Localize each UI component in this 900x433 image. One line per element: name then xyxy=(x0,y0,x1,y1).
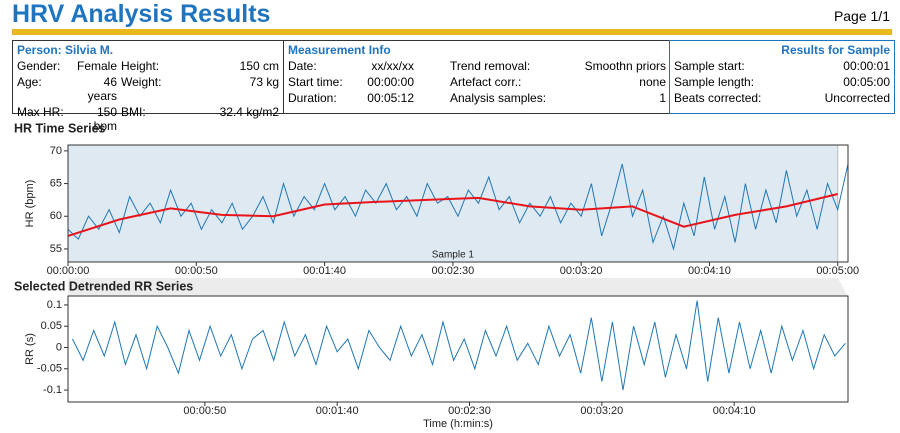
y-tick-label: 0.05 xyxy=(41,320,62,332)
y-tick-label: 70 xyxy=(50,145,62,157)
info-label: Beats corrected: xyxy=(674,91,762,105)
y-axis-label: HR (bpm) xyxy=(24,180,36,228)
title-bar xyxy=(12,29,892,35)
info-label: Gender: xyxy=(17,59,61,73)
y-tick-label: 0.1 xyxy=(47,299,62,311)
info-label: Age: xyxy=(17,75,42,89)
x-tick-label: 00:04:10 xyxy=(688,265,731,277)
zoom-connector xyxy=(68,278,848,296)
info-label: Start time: xyxy=(288,75,343,89)
x-tick-label: 00:00:50 xyxy=(175,265,218,277)
results-panel: Results for Sample Sample start: 00:00:01 S… xyxy=(669,40,895,114)
info-label: Weight: xyxy=(121,75,162,89)
y-tick-label: 55 xyxy=(50,243,62,255)
x-tick-label: 00:03:20 xyxy=(560,265,603,277)
y-tick-label: 0 xyxy=(56,341,62,353)
info-label: Artefact corr.: xyxy=(450,75,522,89)
x-tick-label: 00:05:00 xyxy=(816,265,859,277)
page-number: Page 1/1 xyxy=(833,8,890,24)
info-value: 150 bpm xyxy=(93,105,117,133)
y-tick-label: 65 xyxy=(50,177,62,189)
x-tick-label: 00:02:30 xyxy=(448,405,491,417)
info-label: Duration: xyxy=(288,91,337,105)
info-label: Sample start: xyxy=(674,59,745,73)
info-value: 73 kg xyxy=(249,75,279,89)
info-grid: Gender: Female Height: 150 cm Age: 46 years We… xyxy=(17,59,279,133)
info-label: Date: xyxy=(288,59,317,73)
annotation: Sample 1 xyxy=(432,250,475,261)
info-value: Female xyxy=(76,59,117,73)
info-value: 00:00:01 xyxy=(843,59,890,73)
info-value: Smoothn priors xyxy=(584,59,666,73)
y-tick-label: -0.05 xyxy=(37,363,62,375)
info-value: 46 years xyxy=(87,75,117,103)
info-value: xx/xx/xx xyxy=(371,59,414,73)
info-label: Max HR: xyxy=(17,105,64,119)
info-label: BMI: xyxy=(121,105,146,119)
report-title: HRV Analysis Results xyxy=(12,0,271,28)
measurement-panel: Measurement Info Date: xx/xx/xx Trend remov… xyxy=(284,41,670,113)
info-value: 150 cm xyxy=(239,59,279,73)
x-tick-label: 00:03:20 xyxy=(580,405,623,417)
x-tick-label: 00:01:40 xyxy=(303,265,346,277)
plot-area xyxy=(68,296,848,402)
info-value: 1 xyxy=(659,91,666,105)
info-label: Trend removal: xyxy=(450,59,531,73)
info-label: Analysis samples: xyxy=(450,91,547,105)
x-tick-label: 00:02:30 xyxy=(431,265,474,277)
chart-title: Selected Detrended RR Series xyxy=(14,279,193,293)
info-value: 00:00:00 xyxy=(367,75,414,89)
info-value: 00:05:00 xyxy=(843,75,890,89)
series-line xyxy=(67,193,838,237)
series-line xyxy=(72,300,846,391)
info-label: Sample length: xyxy=(674,75,755,89)
chart-title: HR Time Series xyxy=(14,121,106,135)
y-tick-label: -0.1 xyxy=(43,384,62,396)
info-grid: Sample start: 00:00:01 Sample length: 00:05… xyxy=(674,59,890,105)
x-axis-label: Time (h:min:s) xyxy=(423,418,493,430)
plot-frame xyxy=(67,295,849,403)
y-tick-label: 60 xyxy=(50,210,62,222)
panel-title: Results for Sample xyxy=(781,43,890,57)
x-tick-label: 00:00:00 xyxy=(47,265,90,277)
x-tick-label: 00:04:10 xyxy=(713,405,756,417)
person-panel: Person: Silvia M. Gender: Female Height: 150… xyxy=(13,41,284,133)
plot-frame xyxy=(67,144,849,263)
panel-title: Person: Silvia M. xyxy=(17,43,114,57)
info-box: Person: Silvia M. Gender: Female Height: 150… xyxy=(12,40,895,133)
y-axis-label: RR (s) xyxy=(24,333,36,365)
info-grid: Date: xx/xx/xx Trend removal: Smoothn prior… xyxy=(288,59,666,105)
info-value: Uncorrected xyxy=(824,91,890,105)
info-value: 32.4 kg/m2 xyxy=(219,105,279,119)
x-tick-label: 00:00:50 xyxy=(183,405,226,417)
x-tick-label: 00:01:40 xyxy=(316,405,359,417)
info-value: 00:05:12 xyxy=(367,91,414,105)
panel-title: Measurement Info xyxy=(288,43,391,57)
info-value: none xyxy=(639,75,666,89)
info-label: Height: xyxy=(121,59,160,73)
